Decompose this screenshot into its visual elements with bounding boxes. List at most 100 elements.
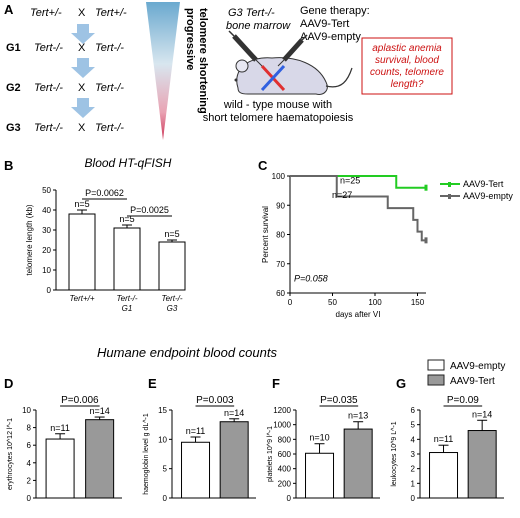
bar <box>68 213 96 291</box>
bar <box>219 421 249 499</box>
x-tick-label: G1 <box>122 304 133 313</box>
bar <box>113 227 141 291</box>
p-value: P=0.035 <box>320 395 358 406</box>
y-tick-label: 2 <box>27 476 32 485</box>
p-value: P=0.0025 <box>130 205 169 215</box>
n-label: n=27 <box>332 190 352 200</box>
y-tick-label: 6 <box>411 406 416 415</box>
y-tick-label: 1200 <box>273 406 291 415</box>
chart-g: 0 1 2 3 4 5 6 leukocytes 10^9 L^-1 n=11 n=14 P=0.0… <box>391 395 504 503</box>
breeding-g1-right: Tert-/- <box>95 42 124 54</box>
n-label: n=5 <box>164 229 179 239</box>
y-tick-label: 3 <box>411 450 416 459</box>
x-tick-label: 100 <box>368 298 382 307</box>
legend-label-empty: AAV9-empty <box>450 361 505 372</box>
y-tick-label: 6 <box>27 441 32 450</box>
x-axis-label: days after VI <box>336 310 381 319</box>
breeding-g3-right: Tert-/- <box>95 122 124 134</box>
y-axis-label: Percent survival <box>261 206 270 263</box>
legend-label: AAV9-empty <box>463 191 513 201</box>
chart-title: Blood HT-qFISH <box>85 156 172 170</box>
legend-swatch-tert <box>427 374 445 386</box>
question-box <box>361 37 453 95</box>
y-tick-label: 4 <box>27 459 32 468</box>
n-label: n=13 <box>348 411 368 421</box>
y-tick-label: 200 <box>278 479 292 488</box>
panel-label-b: B <box>4 158 13 173</box>
breeding-g3-left: Tert-/- <box>34 122 63 134</box>
panel-label-d: D <box>4 376 13 391</box>
vector-line-1: AAV9-Tert <box>300 18 349 30</box>
breeding-top-left: Tert+/- <box>30 7 62 19</box>
section-title: Humane endpoint blood counts <box>97 345 277 360</box>
y-tick-label: 8 <box>27 424 32 433</box>
panel-label-c: C <box>258 158 268 173</box>
legend-label: AAV9-Tert <box>463 179 504 189</box>
question-line-3: counts, telomere <box>370 67 444 78</box>
y-tick-label: 60 <box>276 289 285 298</box>
y-tick-label: 50 <box>42 186 51 195</box>
question-line-1: aplastic anemia <box>372 43 442 54</box>
y-tick-label: 10 <box>42 266 51 275</box>
y-tick-label: 10 <box>22 406 31 415</box>
legend-swatch-empty <box>427 359 445 371</box>
down-arrow-icon <box>71 98 95 118</box>
breeding-gen-g3: G3 <box>6 122 21 134</box>
bar <box>45 438 75 499</box>
y-tick-label: 100 <box>272 172 286 181</box>
telomere-shortening-wedge <box>146 2 180 140</box>
bar <box>429 452 459 499</box>
y-tick-label: 40 <box>42 206 51 215</box>
question-text: aplastic anemia survival, blood counts, … <box>370 43 444 90</box>
panel-label-g: G <box>396 376 406 391</box>
chart-f: 0 200 400 600 800 1000 1200 platelets 10^9 l^-1… <box>267 395 380 503</box>
chart-d: 0 2 4 6 8 10 erythrocytes 10^12 l^-1 n=11 n=14P=… <box>7 395 122 503</box>
p-value: P=0.003 <box>196 395 234 406</box>
donor-line-1: G3 Tert-/- <box>228 7 275 19</box>
n-label: n=14 <box>472 409 492 419</box>
syringe-icon <box>228 30 263 67</box>
n-label: n=25 <box>340 175 360 185</box>
breeding-g2-x: X <box>78 82 86 94</box>
x-tick-label: 150 <box>411 298 425 307</box>
bar <box>467 430 497 499</box>
p-value: P=0.006 <box>61 395 99 406</box>
y-tick-label: 2 <box>411 465 416 474</box>
y-tick-label: 600 <box>278 450 292 459</box>
breeding-top-x: X <box>78 7 86 19</box>
p-value: P=0.058 <box>294 273 328 283</box>
y-tick-label: 0 <box>287 494 292 503</box>
n-label: n=10 <box>309 433 329 443</box>
breeding-scheme: Tert+/- X Tert+/- G1 Tert-/- X Tert-/- G… <box>6 2 209 140</box>
bar <box>181 441 211 499</box>
legend-label-tert: AAV9-Tert <box>450 376 495 387</box>
x-tick-label: 0 <box>288 298 293 307</box>
mouse-icon <box>234 57 353 95</box>
mouse-caption-1: wild - type mouse with <box>223 99 332 111</box>
down-arrow-icon <box>71 24 95 44</box>
y-axis-label: leukocytes 10^9 L^-1 <box>391 421 398 486</box>
breeding-g2-right: Tert-/- <box>95 82 124 94</box>
censor-mark <box>424 184 428 191</box>
bar <box>158 241 186 291</box>
breeding-g3-x: X <box>78 122 86 134</box>
y-tick-label: 10 <box>158 435 167 444</box>
x-tick-label: G3 <box>167 304 178 313</box>
y-tick-label: 0 <box>47 286 52 295</box>
bar <box>85 419 115 499</box>
x-tick-label: Tert-/- <box>161 294 182 303</box>
y-axis-label: erythrocytes 10^12 l^-1 <box>7 418 14 490</box>
n-label: n=14 <box>224 408 244 418</box>
chart-b: Blood HT-qFISH 0 10 20 30 40 50 telomere length… <box>25 156 186 313</box>
syringe-icon <box>277 34 308 67</box>
y-tick-label: 70 <box>276 260 285 269</box>
gene-therapy-title: Gene therapy: <box>300 5 370 17</box>
x-tick-label: Tert+/+ <box>69 294 94 303</box>
legend: AAV9-empty AAV9-Tert <box>427 359 505 387</box>
n-label: n=14 <box>89 406 109 416</box>
legend-marker <box>448 182 451 187</box>
y-tick-label: 1000 <box>273 421 291 430</box>
n-label: n=11 <box>50 423 70 433</box>
wedge-label-telomere: telomere shortening <box>197 8 209 114</box>
bar <box>343 428 373 499</box>
